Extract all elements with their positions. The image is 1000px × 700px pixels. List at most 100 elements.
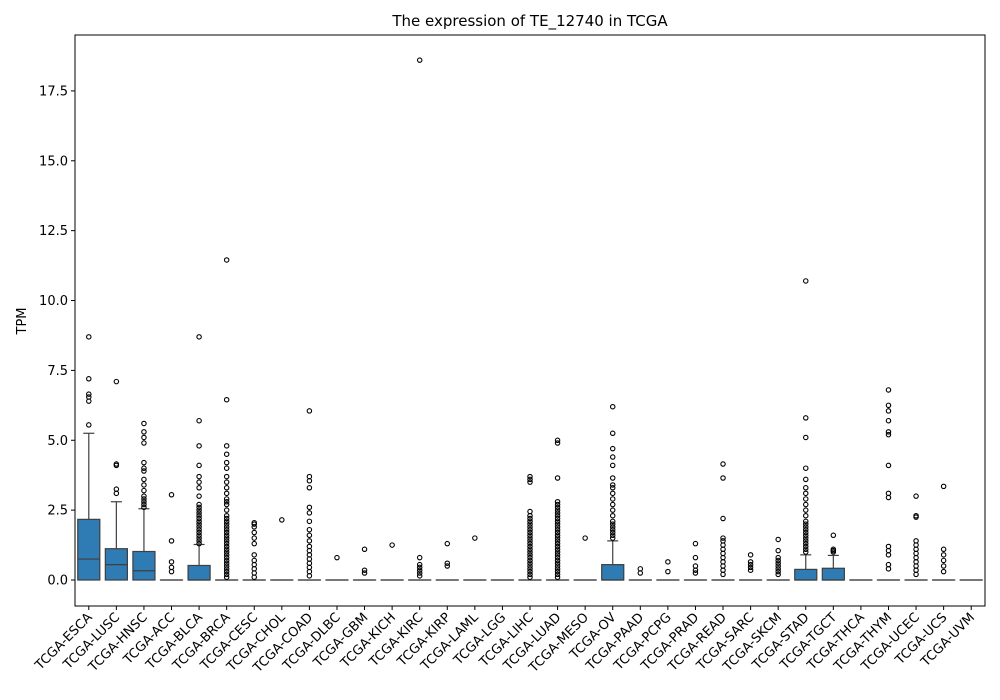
outlier-point <box>885 429 892 435</box>
outlier-point <box>554 552 561 558</box>
outlier-point <box>554 546 561 553</box>
outlier-point <box>803 524 809 530</box>
outlier-point <box>913 512 919 519</box>
outlier-point <box>885 417 892 424</box>
outlier-point <box>196 485 202 491</box>
outlier-point <box>609 490 616 497</box>
outlier-point <box>775 554 781 561</box>
outlier-point <box>940 563 947 569</box>
outlier-point <box>803 465 809 471</box>
outlier-point <box>223 552 230 558</box>
outlier-point <box>665 568 671 575</box>
outlier-point <box>527 518 533 525</box>
outlier-point <box>554 518 561 525</box>
outlier-point <box>609 532 616 539</box>
outlier-point <box>803 501 809 508</box>
outlier-point <box>196 507 202 513</box>
outlier-point <box>885 561 892 568</box>
outlier-point <box>527 535 533 541</box>
outlier-point <box>141 487 147 494</box>
outlier-point <box>223 498 230 505</box>
outlier-point <box>223 549 230 555</box>
outlier-point <box>223 443 230 449</box>
outlier-point <box>747 561 754 568</box>
outlier-point <box>720 538 726 544</box>
outlier-point <box>251 552 257 558</box>
outlier-point <box>223 568 230 575</box>
outlier-point <box>609 518 616 525</box>
outlier-point <box>527 571 533 578</box>
outlier-point <box>692 570 699 576</box>
outlier-point <box>223 459 230 466</box>
outlier-point <box>554 535 561 541</box>
outlier-point <box>444 540 451 547</box>
outlier-point <box>803 476 809 483</box>
outlier-point <box>554 510 561 516</box>
outlier-point <box>775 547 781 554</box>
outlier-point <box>196 521 202 527</box>
outlier-point <box>830 546 837 553</box>
outlier-point <box>554 526 561 533</box>
outlier-point <box>416 554 423 561</box>
outlier-point <box>416 567 423 573</box>
outlier-point <box>223 563 230 569</box>
outlier-point <box>223 529 230 536</box>
outlier-point <box>803 485 809 491</box>
outlier-point <box>720 515 726 522</box>
outlier-point <box>803 532 809 539</box>
outlier-point <box>830 532 837 539</box>
outlier-point <box>141 429 147 435</box>
outlier-point <box>444 560 451 566</box>
outlier-point <box>168 492 175 498</box>
outlier-point <box>554 532 561 539</box>
outlier-point <box>223 524 230 530</box>
outlier-point <box>306 526 313 533</box>
outlier-point <box>554 563 561 569</box>
outlier-point <box>306 510 313 516</box>
outlier-point <box>223 465 230 471</box>
outlier-point <box>803 526 809 533</box>
outlier-point <box>554 560 561 566</box>
outlier-point <box>885 387 892 393</box>
outlier-point <box>196 510 202 516</box>
outlier-point <box>527 529 533 536</box>
outlier-point <box>223 451 230 457</box>
outlier-point <box>775 536 781 543</box>
outlier-point <box>141 501 147 508</box>
outlier-point <box>306 504 313 511</box>
outlier-point <box>609 512 616 519</box>
outlier-point <box>223 540 230 547</box>
plot-area: 0.02.55.07.510.012.515.017.5TCGA-ESCATCG… <box>32 57 983 676</box>
outlier-point <box>223 535 230 541</box>
outlier-point <box>306 532 313 539</box>
outlier-point <box>527 568 533 575</box>
outlier-point <box>113 486 120 492</box>
outlier-point <box>747 552 754 558</box>
outlier-point <box>251 519 257 526</box>
outlier-point <box>554 571 561 578</box>
outlier-point <box>141 498 147 505</box>
y-tick-label: 15.0 <box>39 154 68 169</box>
outlier-point <box>554 501 561 508</box>
outlier-point <box>416 564 423 571</box>
outlier-point <box>775 568 781 575</box>
outlier-point <box>720 475 726 481</box>
outlier-point <box>223 518 230 525</box>
outlier-point <box>885 402 892 409</box>
outlier-point <box>141 504 147 511</box>
outlier-point <box>196 493 202 499</box>
outlier-point <box>223 473 230 480</box>
outlier-point <box>306 543 313 550</box>
outlier-point <box>113 378 120 385</box>
outlier-point <box>609 526 616 533</box>
outlier-point <box>361 546 368 553</box>
outlier-point <box>223 521 230 527</box>
outlier-point <box>361 570 368 576</box>
outlier-point <box>306 538 313 544</box>
outlier-point <box>196 515 202 522</box>
outlier-point <box>609 430 616 437</box>
outlier-point <box>940 483 947 490</box>
outlier-point <box>554 554 561 561</box>
outlier-point <box>554 549 561 555</box>
